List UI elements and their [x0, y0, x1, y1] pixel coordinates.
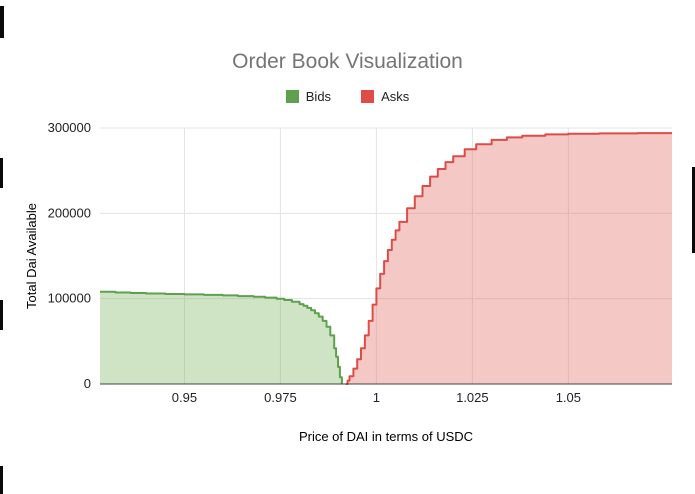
bids-line [100, 290, 343, 384]
screen-edge-artifact [0, 300, 3, 330]
legend-item-asks[interactable]: Asks [361, 89, 409, 104]
screen-edge-artifact [692, 167, 695, 253]
x-tick-label: 0.975 [264, 390, 297, 405]
y-tick-label: 0 [84, 376, 91, 391]
y-axis-title: Total Dai Available [24, 203, 39, 309]
screen-edge-artifact [0, 6, 4, 38]
asks-line [345, 132, 672, 385]
legend-swatch-asks [361, 90, 375, 103]
legend-swatch-bids [285, 90, 299, 103]
legend-label: Asks [381, 89, 410, 104]
screen-edge-artifact [0, 466, 3, 494]
x-tick-label: 1.05 [556, 390, 581, 405]
x-tick-label: 0.95 [172, 390, 197, 405]
y-tick-label: 300000 [48, 120, 91, 135]
chart-legend: Bids Asks [0, 89, 695, 104]
legend-item-bids[interactable]: Bids [285, 89, 332, 104]
y-tick-label: 100000 [48, 291, 91, 306]
bids-area [100, 291, 342, 384]
x-tick-label: 1 [373, 390, 380, 405]
x-axis-title: Price of DAI in terms of USDC [298, 429, 474, 444]
legend-label: Bids [305, 89, 332, 104]
y-tick-label: 200000 [48, 205, 91, 220]
asks-area [345, 133, 672, 384]
chart-title: Order Book Visualization [232, 50, 463, 73]
x-tick-label: 1.025 [456, 390, 489, 405]
screen-edge-artifact [0, 158, 3, 188]
